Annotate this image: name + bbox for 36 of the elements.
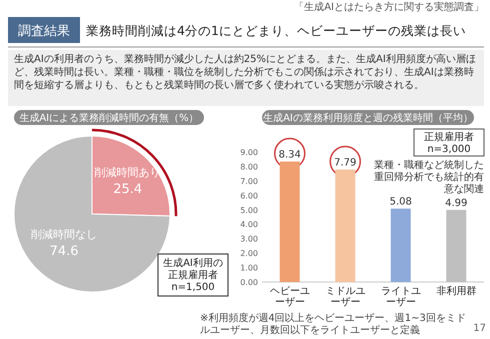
bar xyxy=(390,208,411,282)
data-label: 5.08 xyxy=(390,196,412,208)
x-tick-label: ミドルユーザー xyxy=(325,286,366,308)
data-label: 25.4 xyxy=(113,182,142,198)
x-tick-label: 非利用群 xyxy=(436,285,476,297)
y-tick-label: 8.00 xyxy=(240,162,258,172)
text: 17 xyxy=(473,323,486,334)
data-label: 4.99 xyxy=(445,198,468,209)
x-tick-label: ヘビーユーザー xyxy=(270,286,310,308)
data-label: 7.79 xyxy=(334,157,356,168)
x-tick-label: ライトユーザー xyxy=(380,286,421,308)
y-tick-label: 2.00 xyxy=(240,249,258,258)
text: ※利用頻度が週4回以上をヘビーユーザー、週1~3回をミドルユーザー、月数回以下をライトユーザーと定義 xyxy=(200,312,466,336)
y-tick-label: 0.00 xyxy=(240,278,258,287)
text: 「生成AIとはたらき方に関する実態調査」 xyxy=(294,1,484,13)
bar xyxy=(280,162,300,282)
annotation: 正規雇用者n=3,000 xyxy=(424,131,474,155)
data-label: 74.6 xyxy=(50,244,79,260)
chart-title: 生成AIによる業務削減時間の有無（%） xyxy=(19,112,199,124)
text: 調査結果 xyxy=(18,24,70,39)
text: 生成AI利用の正規雇用者n=1,500 xyxy=(163,257,223,293)
y-tick-label: 6.00 xyxy=(240,191,258,200)
slice-label: 削減時間なし xyxy=(31,228,98,242)
text: 業務時間削減は4分の1にとどまり、ヘビーユーザーの残業は長い xyxy=(86,23,466,38)
annotation: 業種・職種など統制した重回帰分析でも統計的有意な関連 xyxy=(374,159,484,195)
bar xyxy=(335,169,356,282)
y-tick-label: 4.00 xyxy=(240,220,258,230)
y-tick-label: 9.00 xyxy=(240,148,258,157)
text: 生成AIの利用者のうち、業務時間が減少した人は約25%にとどまる。また、生成AI利用頻度が高い層ほど、残業時間は長い。業種・職種・職位を統制した分析でもこの関係は示されており、生成AIは業務時間を短縮する層よりも、もともと残業時間の長い層で多く使われている実態が示唆される。 xyxy=(14,53,476,91)
y-tick-label: 7.00 xyxy=(240,176,258,186)
y-tick-label: 3.00 xyxy=(240,234,258,244)
chart-title: 生成AIの業務利用頻度と週の残業時間（平均） xyxy=(263,112,473,124)
y-tick-label: 5.00 xyxy=(240,206,258,215)
y-tick-label: 1.00 xyxy=(240,264,258,273)
data-label: 8.34 xyxy=(278,150,301,161)
bar xyxy=(446,210,466,282)
